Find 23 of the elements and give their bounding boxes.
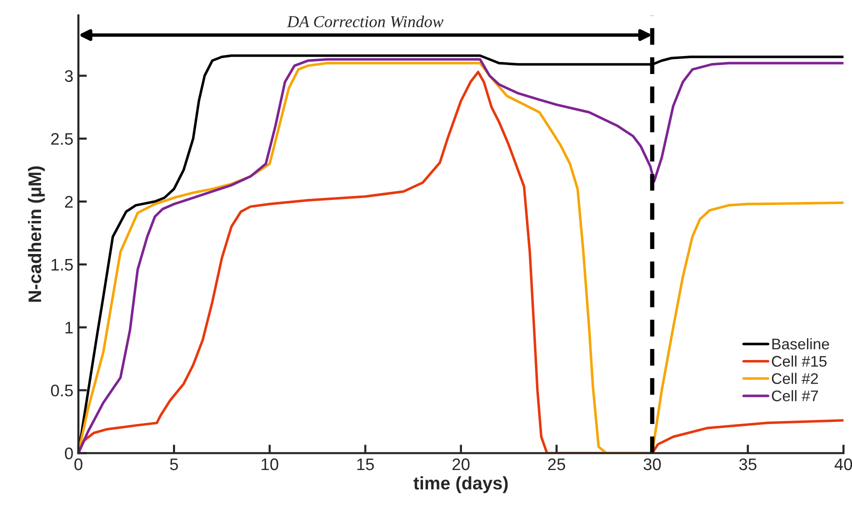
legend-label: Baseline bbox=[772, 338, 830, 350]
x-tick-label: 40 bbox=[834, 458, 852, 470]
legend-label: Cell #2 bbox=[772, 372, 818, 384]
x-tick-label: 10 bbox=[262, 458, 278, 470]
y-tick-label: 0 bbox=[64, 448, 73, 460]
x-tick-label: 35 bbox=[739, 458, 756, 470]
x-tick-label: 25 bbox=[548, 458, 566, 470]
x-axis-title: time (days) bbox=[413, 476, 508, 494]
x-tick-label: 30 bbox=[644, 458, 661, 470]
y-tick-label: 2 bbox=[65, 196, 73, 208]
legend-label: Cell #7 bbox=[772, 390, 818, 402]
y-tick-label: 0.5 bbox=[51, 384, 73, 396]
y-tick-label: 1 bbox=[66, 322, 73, 334]
y-tick-label: 1.5 bbox=[52, 259, 73, 271]
x-tick-label: 5 bbox=[170, 458, 178, 470]
x-tick-label: 15 bbox=[357, 458, 374, 470]
y-axis-title: N-cadherin (μM) bbox=[28, 166, 45, 302]
y-tick-label: 2.5 bbox=[51, 133, 73, 145]
x-tick-label: 0 bbox=[74, 458, 82, 470]
annotation: DA Correction Window bbox=[286, 16, 444, 28]
y-tick-label: 3 bbox=[64, 70, 73, 82]
x-tick-label: 20 bbox=[452, 458, 470, 470]
legend-label: Cell #15 bbox=[772, 356, 827, 367]
